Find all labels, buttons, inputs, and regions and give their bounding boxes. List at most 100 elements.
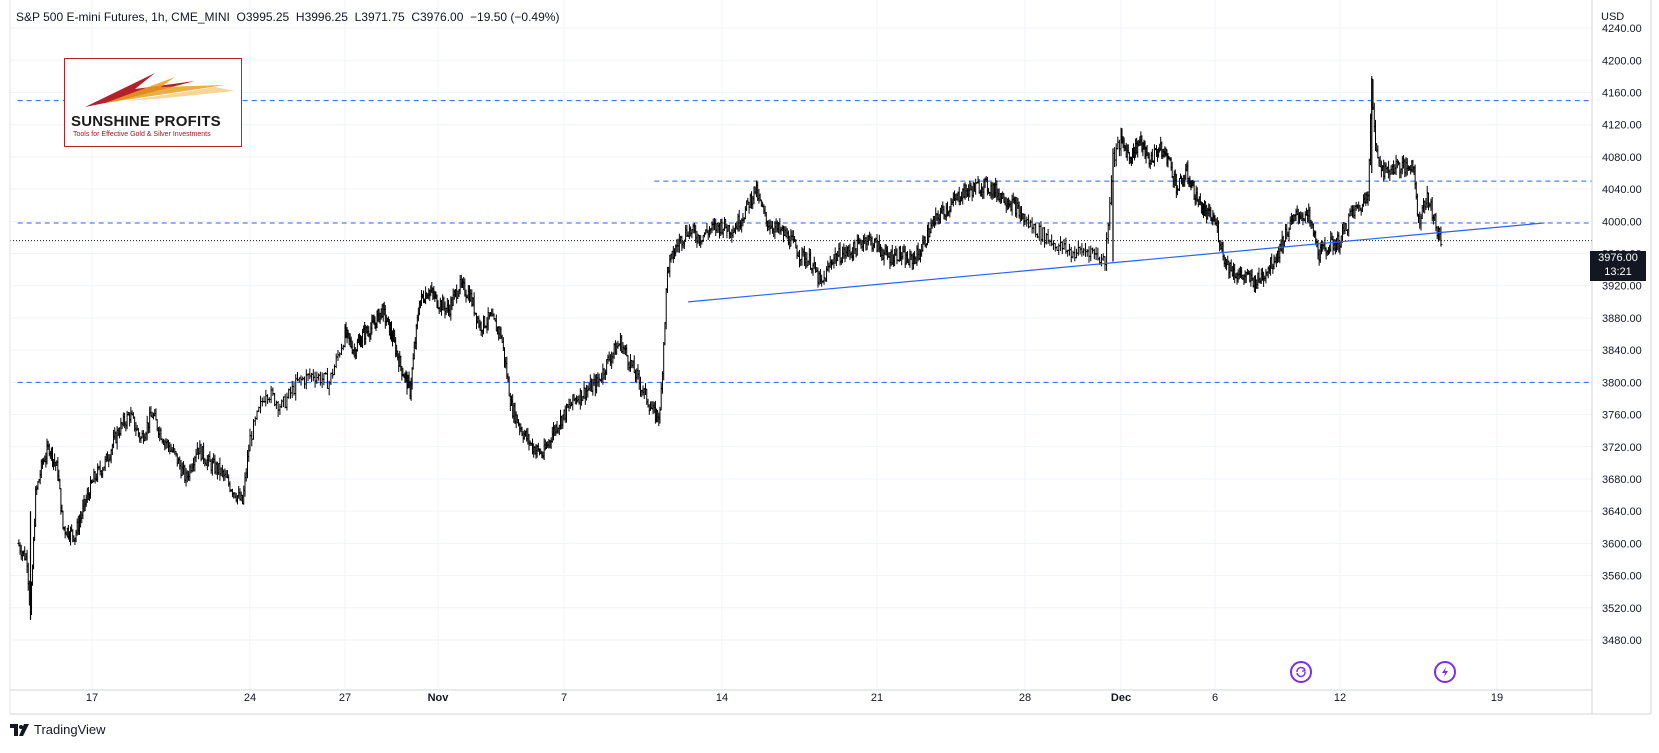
candle [299,375,303,386]
x-tick-label: 24 [244,692,256,704]
candle [1028,219,1032,228]
candle [1114,143,1118,167]
candle [1108,196,1112,231]
logo-name: SUNSHINE PROFITS [71,113,221,130]
last-price: 3976.00 [1598,252,1638,264]
candle [1071,250,1075,259]
candle [1116,136,1120,150]
currency-label: USD [1601,11,1624,23]
y-tick-label: 3840.00 [1602,345,1642,357]
symbol-legend[interactable]: S&P 500 E-mini Futures, 1h, CME_MINI O39… [16,10,560,24]
dividends-icon[interactable] [1290,661,1312,683]
x-tick-label: 7 [561,692,567,704]
candle [294,374,298,401]
candle [895,248,899,265]
candle [1051,240,1055,250]
candle [1439,226,1443,247]
candle [285,392,289,411]
candle [1034,223,1038,238]
candle [1083,242,1087,257]
candle [61,510,65,530]
candle [1080,243,1084,257]
support-trendline [688,222,1545,303]
y-tick-label: 4160.00 [1602,88,1642,100]
candle [311,369,315,382]
candle [339,343,343,356]
candle [320,372,324,388]
tradingview-label: TradingView [34,722,106,737]
candle [273,392,277,407]
candle [1037,222,1041,241]
candle [664,288,668,330]
candle [1415,193,1419,217]
x-tick-label: 6 [1212,692,1218,704]
candle [1099,254,1103,267]
candle [271,387,275,396]
y-tick-label: 4240.00 [1602,23,1642,35]
candle [281,396,285,408]
candle [1105,232,1109,271]
candle [336,349,340,361]
candle [1046,229,1050,245]
candle [1041,227,1045,243]
candle [1082,247,1086,256]
sunshine-profits-logo: SUNSHINE PROFITS Tools for Effective Gol… [64,58,242,147]
candle [1152,144,1156,167]
candle-layer [17,75,1443,620]
bar-countdown: 13:21 [1604,266,1632,278]
candle [304,369,308,390]
candle [334,353,338,369]
y-tick-label: 3560.00 [1602,571,1642,583]
candle [313,371,317,388]
candle [341,344,345,351]
candle [1106,222,1110,244]
x-tick-label: 21 [871,692,883,704]
earnings-icon[interactable] [1434,661,1456,683]
y-tick-label: 4040.00 [1602,184,1642,196]
y-tick-label: 4000.00 [1602,216,1642,228]
candle [317,373,321,381]
candle [329,372,333,386]
candle [252,419,256,440]
candle [1043,227,1047,248]
x-tick-label: 14 [716,692,728,704]
candle [1087,246,1091,263]
y-tick-label: 3640.00 [1602,506,1642,518]
candle [1030,217,1034,234]
candle [264,389,268,407]
candle [338,352,342,358]
candle [1060,241,1064,255]
y-tick-label: 4120.00 [1602,120,1642,132]
y-tick-label: 3880.00 [1602,313,1642,325]
x-tick-label: 28 [1019,692,1031,704]
candle [1032,223,1036,234]
candle [322,372,326,386]
x-tick-label: 19 [1491,692,1503,704]
candle [290,380,294,398]
tradingview-brand[interactable]: TradingView [10,722,106,737]
candle [283,393,287,409]
y-tick-label: 3520.00 [1602,603,1642,615]
x-tick-label: 12 [1334,692,1346,704]
candle [325,367,329,389]
y-tick-label: 4080.00 [1602,152,1642,164]
candle [278,403,282,415]
y-tick-label: 3680.00 [1602,474,1642,486]
y-tick-label: 3480.00 [1602,635,1642,647]
candle [1059,236,1063,252]
y-tick-label: 3720.00 [1602,442,1642,454]
candle [1085,248,1089,257]
candle [255,410,259,421]
x-tick-label: 17 [86,692,98,704]
candle [269,385,273,404]
candle [1069,246,1073,263]
logo-flame-icon [85,73,235,107]
candle [1039,221,1043,245]
trend-layer [688,222,1545,303]
candle [274,400,278,410]
x-tick-label: Nov [428,692,450,704]
tradingview-logo-icon [10,723,29,736]
grid-layer [10,0,1592,690]
logo-tagline: Tools for Effective Gold & Silver Invest… [73,131,211,138]
